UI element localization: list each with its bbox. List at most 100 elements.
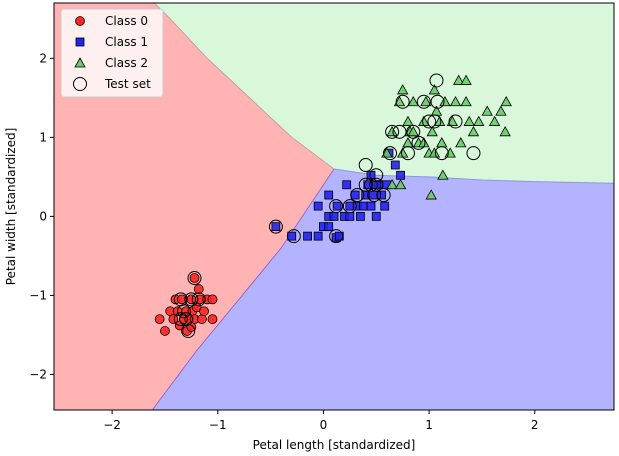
legend-label-class0: Class 0: [105, 14, 148, 28]
point-test-set-2: [179, 312, 194, 327]
point-class-1-15: [345, 201, 355, 211]
point-class-2-17: [428, 84, 441, 95]
point-class-2-22: [437, 169, 449, 180]
point-class-1-12: [334, 231, 344, 241]
x-tick-label: −2: [103, 418, 121, 432]
legend-label-class2: Class 2: [105, 56, 148, 70]
point-test-set-8: [268, 219, 283, 234]
point-test-set-29: [422, 114, 437, 129]
point-test-set-15: [358, 158, 373, 173]
point-class-1-31: [390, 160, 400, 170]
y-tick-label: −2: [29, 367, 47, 381]
point-class-0-1: [160, 326, 170, 336]
point-class-0-12: [186, 294, 197, 305]
point-class-1-6: [324, 222, 334, 232]
point-class-0-23: [207, 294, 218, 305]
point-test-set-3: [181, 323, 196, 338]
point-class-2-8: [402, 115, 414, 126]
point-test-set-21: [383, 146, 397, 161]
point-class-1-19: [356, 211, 365, 221]
point-class-0-15: [189, 273, 200, 283]
point-class-1-17: [350, 190, 360, 200]
point-test-set-6: [191, 292, 206, 307]
point-class-2-10: [407, 95, 419, 107]
x-tick-label: 2: [531, 418, 539, 432]
boundary-0-2: [154, 3, 335, 170]
legend-marker-class0: [75, 16, 85, 26]
point-test-set-1: [176, 304, 191, 319]
point-class-1-34: [380, 201, 390, 211]
point-class-1-16: [345, 211, 355, 221]
x-tick-label: 0: [320, 418, 328, 432]
legend-marker-test-set: [73, 77, 87, 91]
point-class-1-0: [271, 222, 281, 232]
x-tick-label: 1: [425, 418, 433, 432]
point-test-set-34: [466, 146, 481, 161]
point-class-1-32: [396, 170, 405, 180]
point-class-1-23: [366, 201, 376, 211]
point-class-2-6: [396, 84, 409, 95]
point-test-set-4: [184, 292, 199, 307]
point-test-set-24: [395, 94, 410, 109]
data-points: [154, 73, 512, 338]
point-test-set-32: [434, 146, 449, 161]
region-class1: [152, 169, 614, 410]
legend-label-class1: Class 1: [105, 35, 148, 49]
point-class-2-27: [452, 74, 465, 85]
legend-box: [60, 8, 164, 98]
point-test-set-13: [350, 188, 365, 203]
point-test-set-18: [369, 168, 384, 183]
point-test-set-30: [429, 73, 444, 88]
point-test-set-25: [400, 146, 415, 161]
point-class-2-26: [449, 95, 462, 107]
point-class-2-23: [439, 95, 451, 107]
region-class0: [54, 3, 334, 410]
point-class-2-16: [426, 125, 438, 137]
point-test-set-19: [369, 177, 384, 192]
point-class-0-7: [176, 294, 187, 305]
legend-label-test-set: Test set: [104, 77, 151, 91]
point-class-2-40: [407, 125, 419, 137]
legend-marker-class2: [74, 57, 86, 68]
point-class-1-25: [368, 190, 378, 200]
point-test-set-20: [376, 188, 391, 203]
point-test-set-12: [342, 199, 357, 214]
legend-marker-class1: [75, 37, 85, 47]
y-tick-label: 1: [39, 130, 47, 144]
decision-regions: [54, 3, 614, 410]
point-class-2-4: [394, 178, 407, 190]
point-class-1-3: [313, 201, 323, 211]
point-class-0-20: [199, 306, 209, 317]
point-class-2-25: [446, 115, 459, 126]
point-class-0-22: [207, 314, 218, 325]
point-class-2-32: [467, 125, 480, 137]
point-test-set-23: [392, 124, 407, 139]
point-class-2-30: [460, 95, 472, 107]
point-class-2-0: [381, 147, 393, 158]
point-test-set-5: [187, 271, 202, 286]
point-test-set-17: [367, 188, 382, 203]
point-class-1-1: [287, 231, 297, 241]
point-test-set-14: [358, 177, 373, 192]
point-class-2-31: [463, 115, 475, 126]
y-tick-label: 2: [39, 51, 47, 65]
point-class-1-14: [342, 180, 352, 190]
point-test-set-35: [427, 114, 442, 129]
point-class-2-33: [473, 115, 485, 126]
y-tick-label: −1: [29, 288, 47, 302]
y-tick-label: 0: [39, 209, 47, 223]
point-class-1-9: [329, 211, 339, 221]
point-class-0-3: [168, 314, 179, 325]
boundary-0-1: [151, 168, 335, 410]
point-class-2-35: [488, 115, 501, 126]
x-tick-label: −1: [209, 418, 227, 432]
legend: Class 0 Class 1 Class 2 Test set: [60, 8, 164, 98]
point-class-2-29: [460, 74, 472, 85]
y-axis-ticks: −2 −1 0 1 2: [29, 51, 54, 381]
point-test-set-27: [411, 135, 426, 150]
point-test-set-28: [416, 94, 431, 109]
point-class-2-2: [386, 125, 398, 137]
point-class-1-20: [359, 201, 368, 211]
point-class-1-28: [377, 190, 386, 200]
